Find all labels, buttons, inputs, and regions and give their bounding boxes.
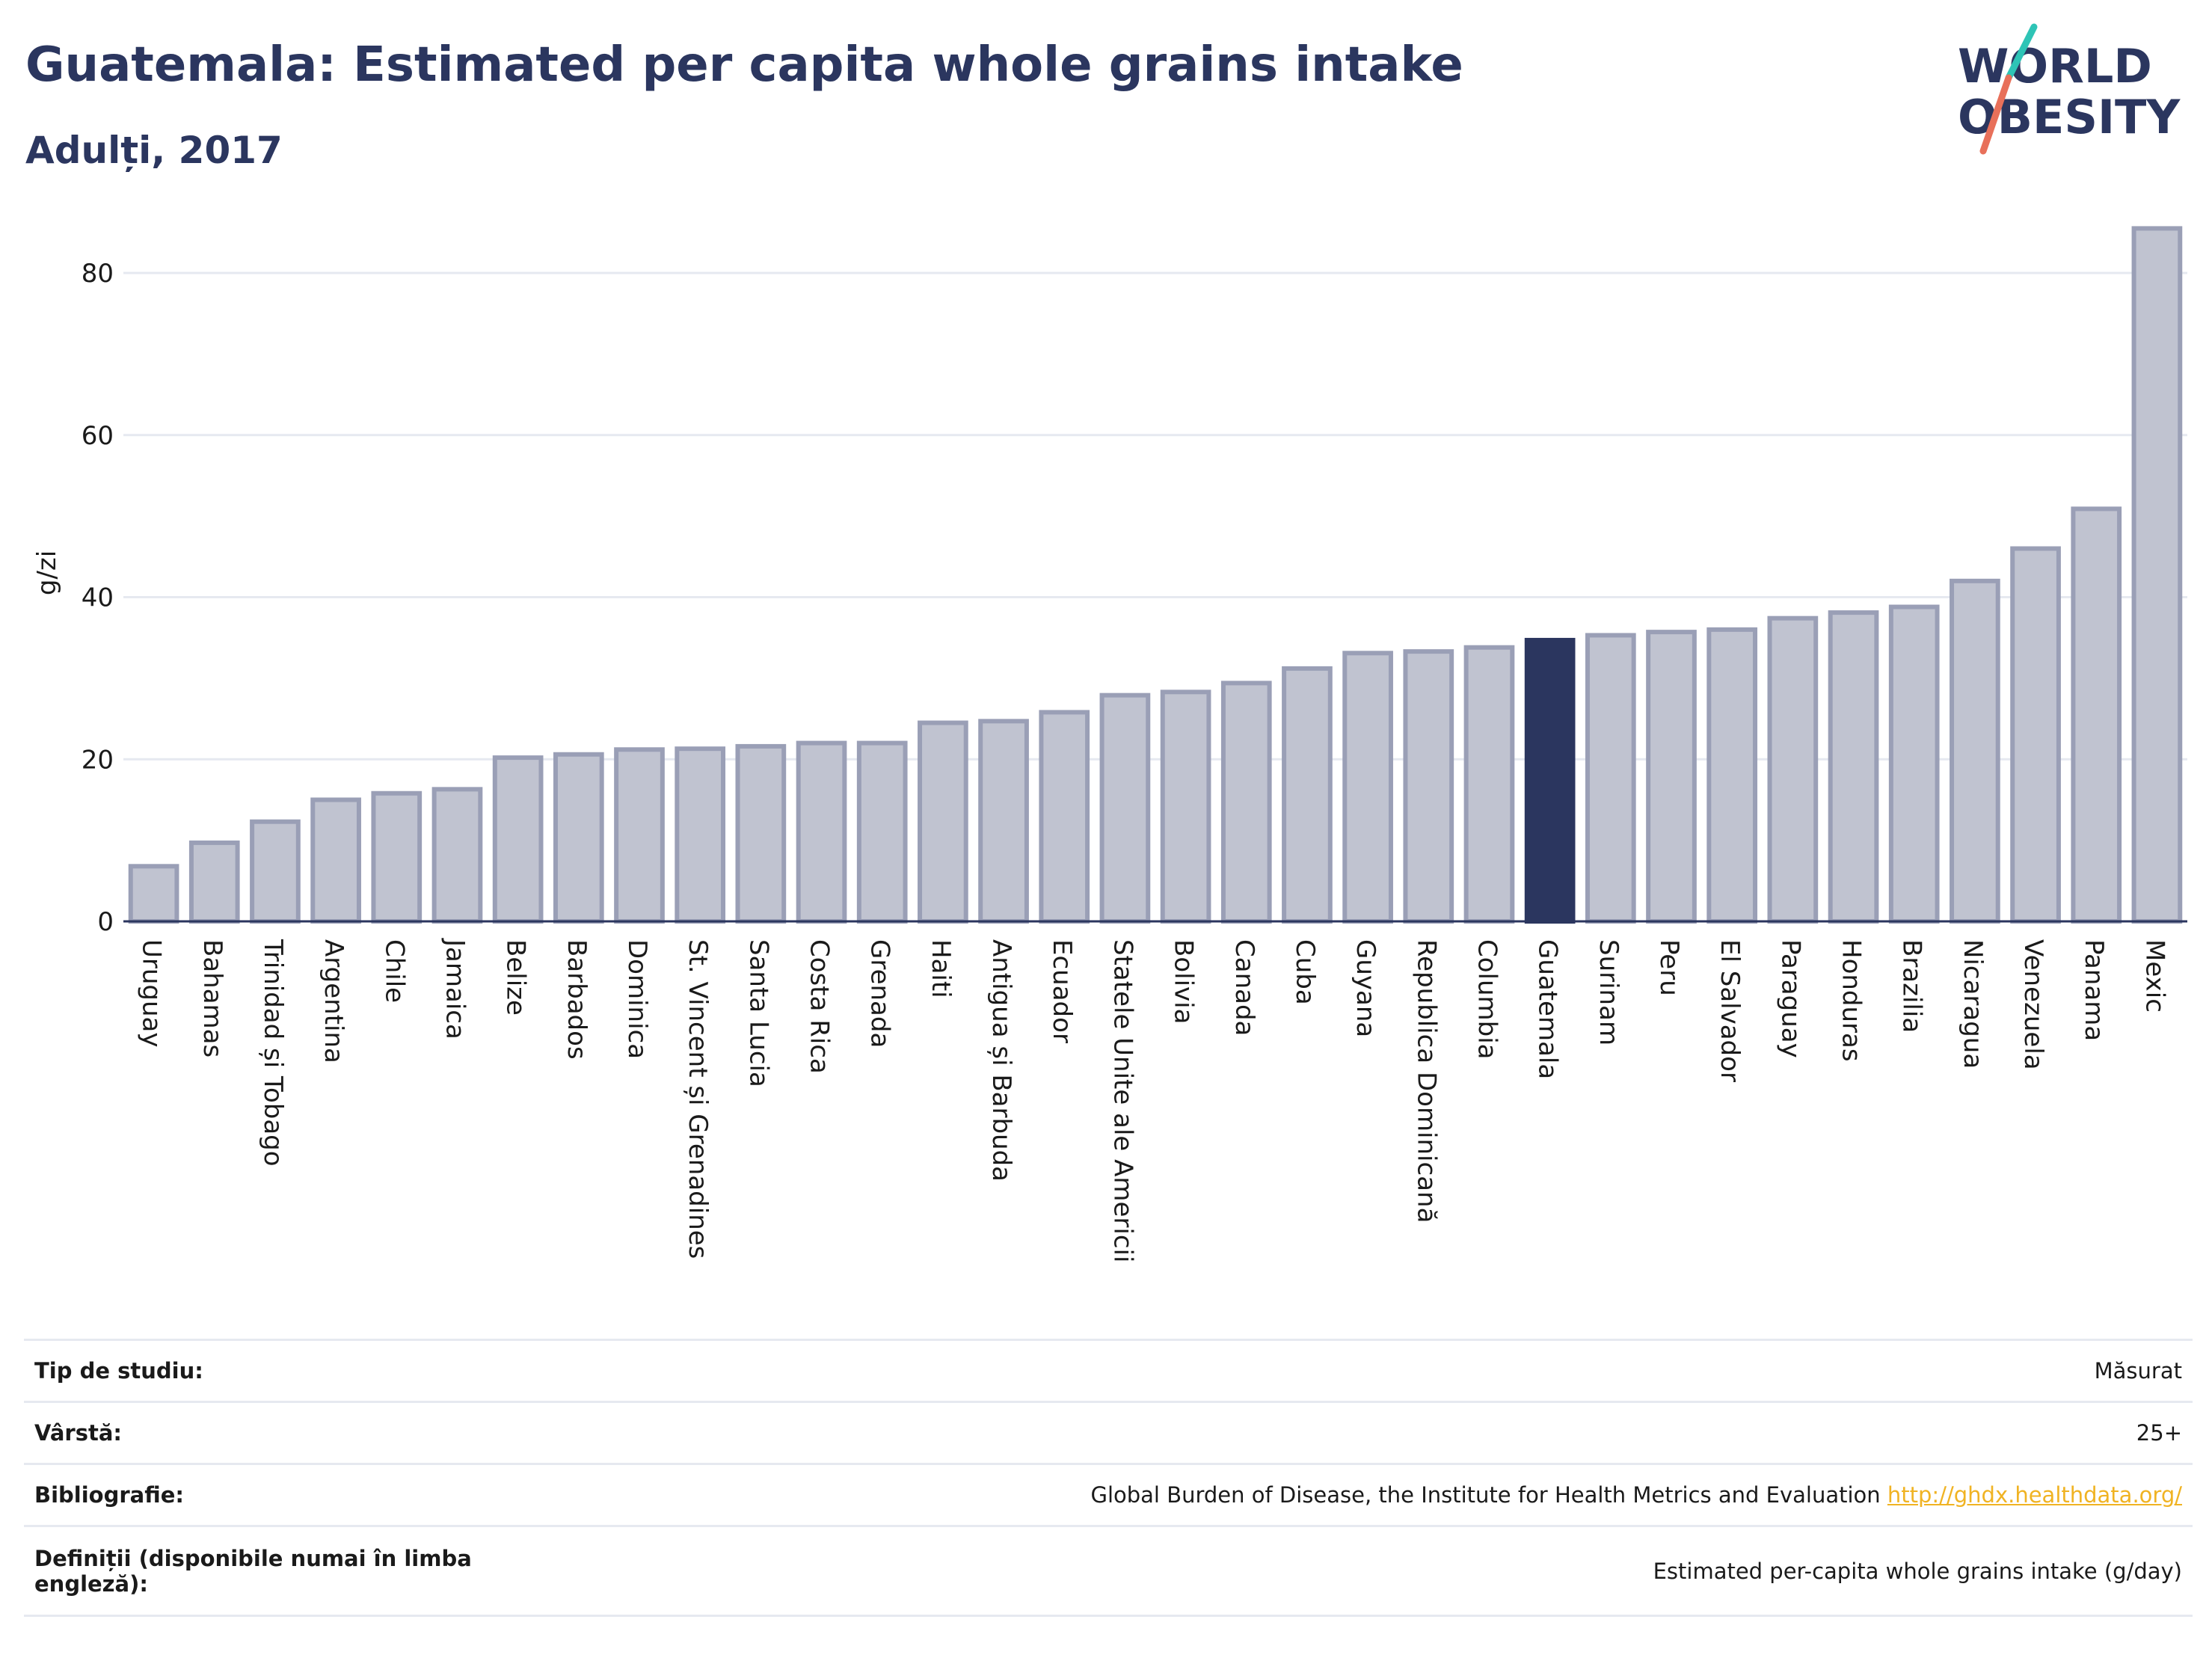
x-tick-label: Guatemala xyxy=(1533,939,1563,1079)
bar-bolivia xyxy=(1160,690,1211,924)
bar-haiti xyxy=(918,720,968,924)
bar-guatemala xyxy=(1524,637,1576,924)
y-tick-label: 40 xyxy=(82,583,114,613)
bar-el-salvador xyxy=(1706,627,1758,924)
bar-surinam xyxy=(1585,633,1636,924)
x-tick-label: Cuba xyxy=(1290,939,1320,1005)
bibliography-text: Global Burden of Disease, the Institute … xyxy=(1090,1482,1881,1508)
bar-guyana xyxy=(1342,651,1393,924)
bar-jamaica xyxy=(431,787,483,924)
logo-slash-red xyxy=(1979,74,2012,155)
bar-columbia xyxy=(1463,645,1515,924)
x-tick-label: Grenada xyxy=(865,939,895,1048)
x-tick-label: Costa Rica xyxy=(805,939,835,1074)
bar-paraguay xyxy=(1767,615,1819,924)
x-tick-label: Surinam xyxy=(1594,939,1623,1045)
meta-label: Definiții (disponibile numai în limba en… xyxy=(24,1525,523,1617)
bar-st-vincent-si-grenadines xyxy=(675,746,726,924)
logo-text-world: WORLD xyxy=(1958,39,2152,93)
x-tick-label: Argentina xyxy=(319,939,348,1063)
x-tick-label: Dominica xyxy=(622,939,652,1059)
bar-barbados xyxy=(553,752,604,924)
bar-ecuador xyxy=(1039,710,1090,924)
bar-mexic xyxy=(2131,226,2183,924)
meta-value: Estimated per-capita whole grains intake… xyxy=(523,1525,2193,1617)
meta-row-bibliography: Bibliografie: Global Burden of Disease, … xyxy=(24,1463,2193,1527)
x-tick-label: Chile xyxy=(379,939,409,1003)
chart-subtitle: Adulți, 2017 xyxy=(25,129,283,172)
meta-value: Global Burden of Disease, the Institute … xyxy=(523,1463,2193,1527)
bar-venezuela xyxy=(2010,546,2061,924)
meta-label: Bibliografie: xyxy=(24,1463,523,1527)
y-tick-label: 60 xyxy=(82,421,114,451)
bar-belize xyxy=(492,755,544,924)
bar-uruguay xyxy=(128,864,179,924)
bar-antigua-si-barbuda xyxy=(978,719,1029,924)
x-tick-label: Guyana xyxy=(1351,939,1380,1037)
x-tick-label: Santa Lucia xyxy=(743,939,773,1087)
meta-row-study-type: Tip de studiu: Măsurat xyxy=(24,1339,2193,1403)
bar-cuba xyxy=(1282,666,1333,924)
bar-bahamas xyxy=(188,840,240,924)
meta-row-age: Vârstă: 25+ xyxy=(24,1401,2193,1465)
x-tick-label: St. Vincent și Grenadines xyxy=(683,939,713,1259)
x-tick-label: Venezuela xyxy=(2018,939,2048,1070)
y-tick-label: 80 xyxy=(82,259,114,289)
bar-republica-dominicana xyxy=(1403,649,1454,924)
chart-title: Guatemala: Estimated per capita whole gr… xyxy=(25,37,1463,93)
bar-dominica xyxy=(614,747,665,924)
bar-grenada xyxy=(856,740,908,924)
bar-argentina xyxy=(310,797,361,924)
bar-peru xyxy=(1646,630,1697,924)
meta-label: Tip de studiu: xyxy=(24,1339,523,1403)
bar-trinidad-si-tobago xyxy=(250,819,301,924)
x-tick-label: El Salvador xyxy=(1715,939,1745,1082)
bar-brazilia xyxy=(1888,604,1940,924)
x-tick-label: Columbia xyxy=(1472,939,1502,1060)
bar-santa-lucia xyxy=(735,743,787,924)
bar-costa-rica xyxy=(796,740,847,924)
x-tick-label: Nicaragua xyxy=(1958,939,1988,1069)
bar-canada xyxy=(1220,681,1272,924)
y-axis-label: g/zi xyxy=(32,550,62,595)
x-tick-label: Belize xyxy=(501,939,531,1016)
x-tick-label: Antigua și Barbuda xyxy=(986,939,1016,1182)
meta-value: 25+ xyxy=(523,1401,2193,1465)
x-tick-label: Republica Dominicană xyxy=(1411,939,1441,1223)
x-tick-label: Haiti xyxy=(926,939,956,998)
x-tick-label: Paraguay xyxy=(1775,939,1805,1058)
x-tick-label: Brazilia xyxy=(1897,939,1927,1033)
world-obesity-logo: WORLD OBESITY xyxy=(1958,23,2181,155)
x-tick-label: Bahamas xyxy=(197,939,227,1057)
y-tick-label: 20 xyxy=(82,745,114,775)
bibliography-link[interactable]: http://ghdx.healthdata.org/ xyxy=(1887,1482,2182,1508)
bar-panama xyxy=(2071,506,2122,924)
logo-slash-teal xyxy=(2005,23,2038,82)
bar-nicaragua xyxy=(1950,578,2000,924)
x-tick-label: Ecuador xyxy=(1047,939,1077,1043)
x-tick-label: Uruguay xyxy=(137,939,167,1048)
x-tick-label: Bolivia xyxy=(1169,939,1199,1024)
x-tick-label: Peru xyxy=(1654,939,1684,996)
x-tick-label: Barbados xyxy=(562,939,592,1060)
bar-chile xyxy=(371,790,423,924)
meta-row-definitions: Definiții (disponibile numai în limba en… xyxy=(24,1525,2193,1617)
x-tick-label: Canada xyxy=(1229,939,1259,1036)
x-tick-label: Honduras xyxy=(1837,939,1867,1062)
meta-label: Vârstă: xyxy=(24,1401,523,1465)
x-tick-label: Trinidad și Tobago xyxy=(258,939,288,1167)
bar-statele-unite-ale-americii xyxy=(1099,693,1151,924)
x-tick-label: Jamaica xyxy=(440,938,470,1040)
y-tick-label: 0 xyxy=(97,907,114,937)
x-tick-label: Panama xyxy=(2079,939,2109,1041)
bar-chart: 0 20 40 60 80 g/zi Uruguay Bahamas Trinidad și T… xyxy=(32,226,2187,1262)
x-tick-label: Statele Unite ale Americii xyxy=(1107,939,1137,1262)
metadata-table: Tip de studiu: Măsurat Vârstă: 25+ Bibli… xyxy=(24,1339,2193,1617)
x-tick-label: Mexic xyxy=(2139,939,2169,1013)
meta-value: Măsurat xyxy=(523,1339,2193,1403)
bar-honduras xyxy=(1828,610,1879,924)
